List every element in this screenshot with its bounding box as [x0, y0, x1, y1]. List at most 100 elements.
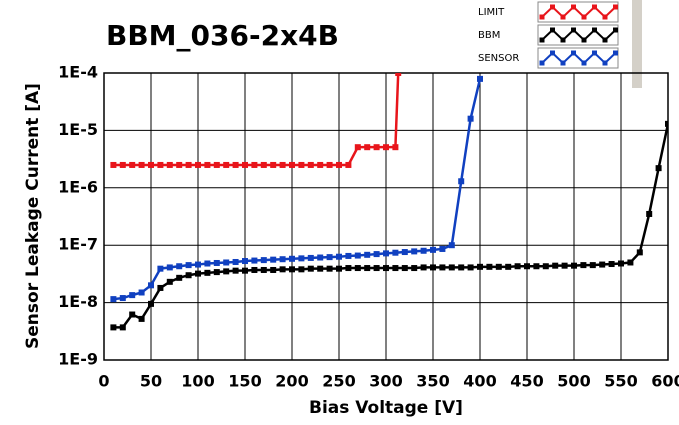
x-tick-label: 400 — [463, 372, 496, 391]
data-point — [148, 300, 154, 307]
data-point — [411, 265, 418, 272]
data-point — [336, 265, 342, 272]
data-point — [392, 265, 399, 272]
legend-marker — [571, 4, 576, 10]
data-point — [618, 260, 624, 267]
legend-marker — [550, 4, 555, 10]
data-point — [448, 242, 455, 249]
data-point — [260, 266, 267, 273]
x-tick-label: 0 — [98, 372, 109, 391]
y-tick-label: 1E-8 — [58, 292, 98, 311]
legend-marker — [613, 4, 618, 10]
y-tick-label: 1E-4 — [58, 63, 98, 82]
data-point — [420, 264, 427, 271]
data-point — [364, 265, 371, 272]
x-tick-label: 500 — [557, 372, 590, 391]
legend-marker — [560, 14, 566, 20]
data-point — [138, 289, 145, 296]
data-point — [392, 144, 399, 151]
data-point — [242, 161, 248, 168]
data-point — [354, 144, 361, 151]
data-point — [354, 265, 361, 272]
data-point — [477, 75, 483, 82]
legend-marker — [571, 50, 576, 56]
legend-marker — [613, 27, 618, 33]
data-point — [326, 265, 333, 272]
data-point — [307, 161, 314, 168]
data-point — [232, 258, 239, 265]
data-point — [486, 263, 493, 270]
legend-marker — [539, 60, 545, 66]
data-point — [251, 266, 258, 273]
data-point — [627, 259, 634, 266]
data-point — [580, 262, 587, 269]
data-point — [279, 161, 286, 168]
legend-marker — [602, 14, 608, 20]
data-point — [213, 161, 220, 168]
data-point — [307, 265, 314, 272]
data-point — [655, 165, 662, 172]
legend-marker — [550, 50, 555, 56]
data-point — [223, 268, 230, 275]
legend-label: SENSOR — [478, 53, 519, 64]
data-point — [157, 284, 164, 291]
x-tick-label: 100 — [181, 372, 214, 391]
legend-label: BBM — [478, 30, 500, 41]
data-point — [166, 278, 173, 285]
data-point — [279, 256, 286, 263]
data-point — [195, 261, 201, 268]
data-point — [411, 248, 418, 255]
data-point — [289, 266, 295, 273]
data-point — [345, 265, 352, 272]
data-point — [129, 161, 136, 168]
data-point — [298, 266, 305, 273]
y-axis-label: Sensor Leakage Current [A] — [23, 83, 43, 349]
data-point — [495, 263, 502, 270]
x-tick-label: 200 — [275, 372, 308, 391]
data-point — [420, 247, 427, 254]
data-point — [646, 210, 653, 217]
data-point — [166, 264, 173, 271]
data-point — [148, 161, 154, 168]
data-point — [223, 259, 230, 266]
y-tick-label: 1E-5 — [58, 120, 98, 139]
data-point — [260, 161, 267, 168]
data-point — [395, 73, 402, 76]
plot-frame — [103, 72, 669, 361]
data-point — [373, 251, 380, 258]
data-point — [467, 115, 474, 122]
data-point — [223, 161, 230, 168]
data-point — [533, 263, 540, 270]
data-point — [119, 324, 126, 331]
data-point — [401, 265, 408, 272]
data-point — [336, 161, 342, 168]
x-tick-label: 250 — [322, 372, 355, 391]
data-point — [373, 144, 380, 151]
data-point — [665, 120, 668, 127]
data-point — [345, 252, 352, 259]
data-point — [636, 249, 643, 256]
data-point — [430, 264, 436, 271]
data-point — [505, 263, 512, 270]
data-point — [138, 315, 145, 322]
data-point — [392, 249, 399, 256]
plot-area — [110, 73, 668, 331]
series-line — [113, 73, 400, 167]
data-point — [148, 282, 154, 289]
data-point — [383, 144, 389, 151]
x-tick-label: 300 — [369, 372, 402, 391]
data-point — [129, 292, 136, 299]
data-point — [289, 255, 295, 262]
data-point — [336, 253, 342, 260]
data-point — [317, 254, 324, 261]
legend-marker — [550, 27, 555, 33]
legend-marker — [539, 37, 545, 43]
data-point — [599, 261, 606, 268]
x-tick-label: 50 — [140, 372, 162, 391]
data-point — [439, 245, 446, 252]
data-point — [270, 161, 277, 168]
legend-marker — [592, 50, 597, 56]
data-point — [458, 178, 465, 185]
data-point — [157, 265, 164, 272]
